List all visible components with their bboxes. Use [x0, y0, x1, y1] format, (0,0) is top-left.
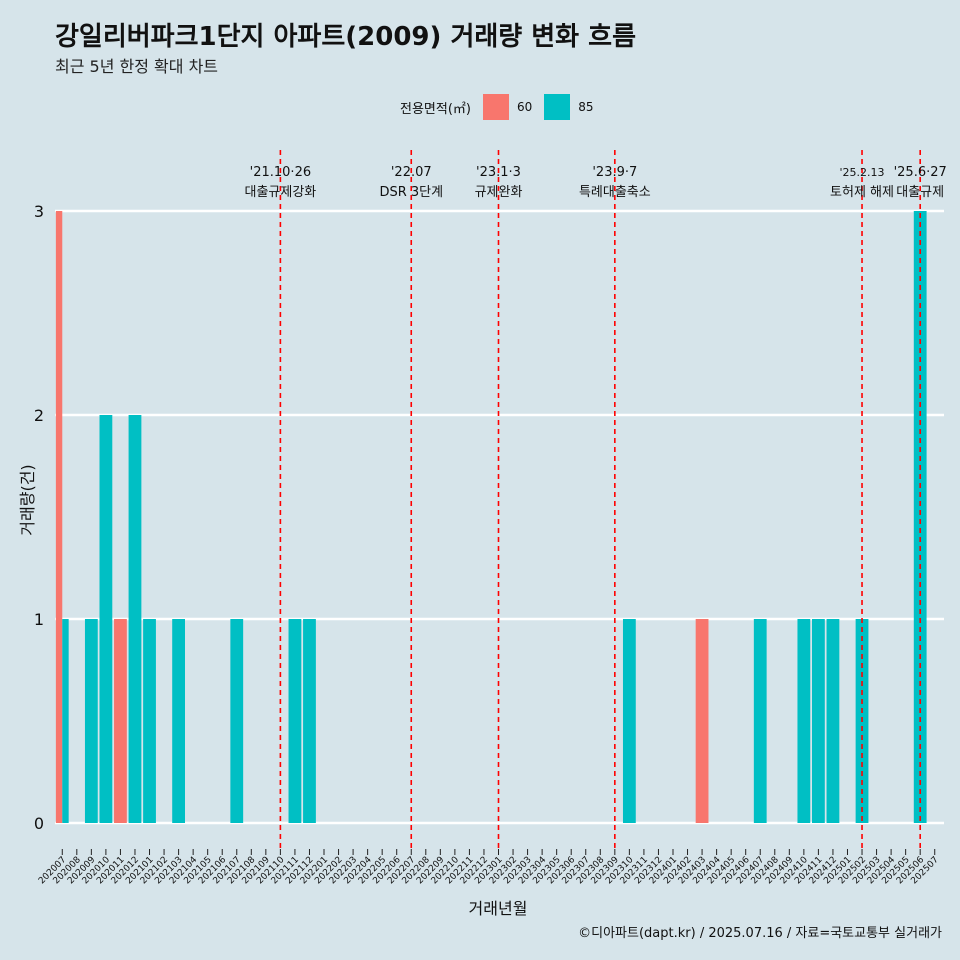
event-date-202110: '21.10·26 — [250, 165, 311, 180]
bar-202107-85 — [230, 619, 244, 823]
bar-202403-60 — [695, 619, 709, 823]
y-tick-label-0: 0 — [34, 814, 44, 833]
x-axis: 2020072020082020092020102020112020122021… — [37, 849, 941, 886]
event-label-202309: 특례대출축소 — [579, 185, 651, 200]
bar-202101-85 — [143, 619, 156, 823]
chart-title: 강일리버파크1단지 아파트(2009) 거래량 변화 흐름 — [55, 22, 636, 52]
bar-202411-85 — [812, 619, 825, 823]
event-annotations: '21.10·26 대출규제강화 '22.07 DSR 3단계 '23.1·3 규제완화 '… — [245, 150, 947, 848]
legend-swatch-85 — [544, 94, 571, 120]
event-date-202309: '23.9·7 — [592, 165, 637, 180]
legend-swatch-60 — [482, 94, 509, 120]
event-date-202506: '25.6·27 — [894, 165, 947, 180]
y-tick-label-2: 2 — [34, 406, 44, 425]
bar-202009-85 — [84, 619, 98, 823]
x-axis-title: 거래년월 — [469, 899, 528, 918]
event-label-202207: DSR 3단계 — [379, 185, 443, 200]
legend-item-85: 85 — [544, 94, 594, 120]
bar-202407-85 — [753, 619, 767, 823]
bar-202011-60 — [114, 619, 127, 823]
legend-item-60: 60 — [482, 94, 533, 120]
gridlines — [55, 209, 944, 825]
legend-label-60: 60 — [516, 100, 533, 114]
bar-202007-60 — [55, 211, 63, 823]
y-tick-label-3: 3 — [34, 202, 44, 221]
bar-202111-85 — [288, 619, 302, 823]
y-axis-title: 거래량(건) — [18, 464, 37, 535]
event-date-202207: '22.07 — [391, 165, 432, 180]
bar-202103-85 — [172, 619, 185, 823]
footer-credit: ©디아파트(dapt.kr) / 2025.07.16 / 자료=국토교통부 실… — [578, 926, 942, 941]
y-axis: 0 1 2 3 — [34, 202, 44, 833]
bar-202310-85 — [622, 619, 636, 823]
legend-title: 전용면적(㎡) — [400, 101, 471, 117]
y-tick-label-1: 1 — [34, 610, 44, 629]
event-label-202301: 규제완화 — [475, 185, 523, 200]
bar-202412-85 — [826, 619, 840, 823]
bar-202506-85 — [913, 211, 927, 823]
legend: 전용면적(㎡) 60 85 — [400, 94, 606, 120]
bar-202010-85 — [99, 415, 113, 823]
chart-subtitle: 최근 5년 한정 확대 차트 — [55, 57, 219, 76]
event-label-202502: 토허제 해제 — [830, 185, 894, 200]
bar-202112-85 — [303, 619, 316, 823]
event-date-202301: '23.1·3 — [476, 165, 521, 180]
bar-202007-85 — [62, 619, 69, 823]
bar-202012-85 — [128, 415, 142, 823]
event-label-202506: 대출규제 — [896, 185, 944, 200]
bars — [55, 211, 927, 823]
event-date-202502: '25.2.13 — [840, 166, 885, 179]
event-label-202110: 대출규제강화 — [245, 185, 317, 200]
bar-202410-85 — [797, 619, 811, 823]
legend-label-85: 85 — [578, 100, 594, 114]
